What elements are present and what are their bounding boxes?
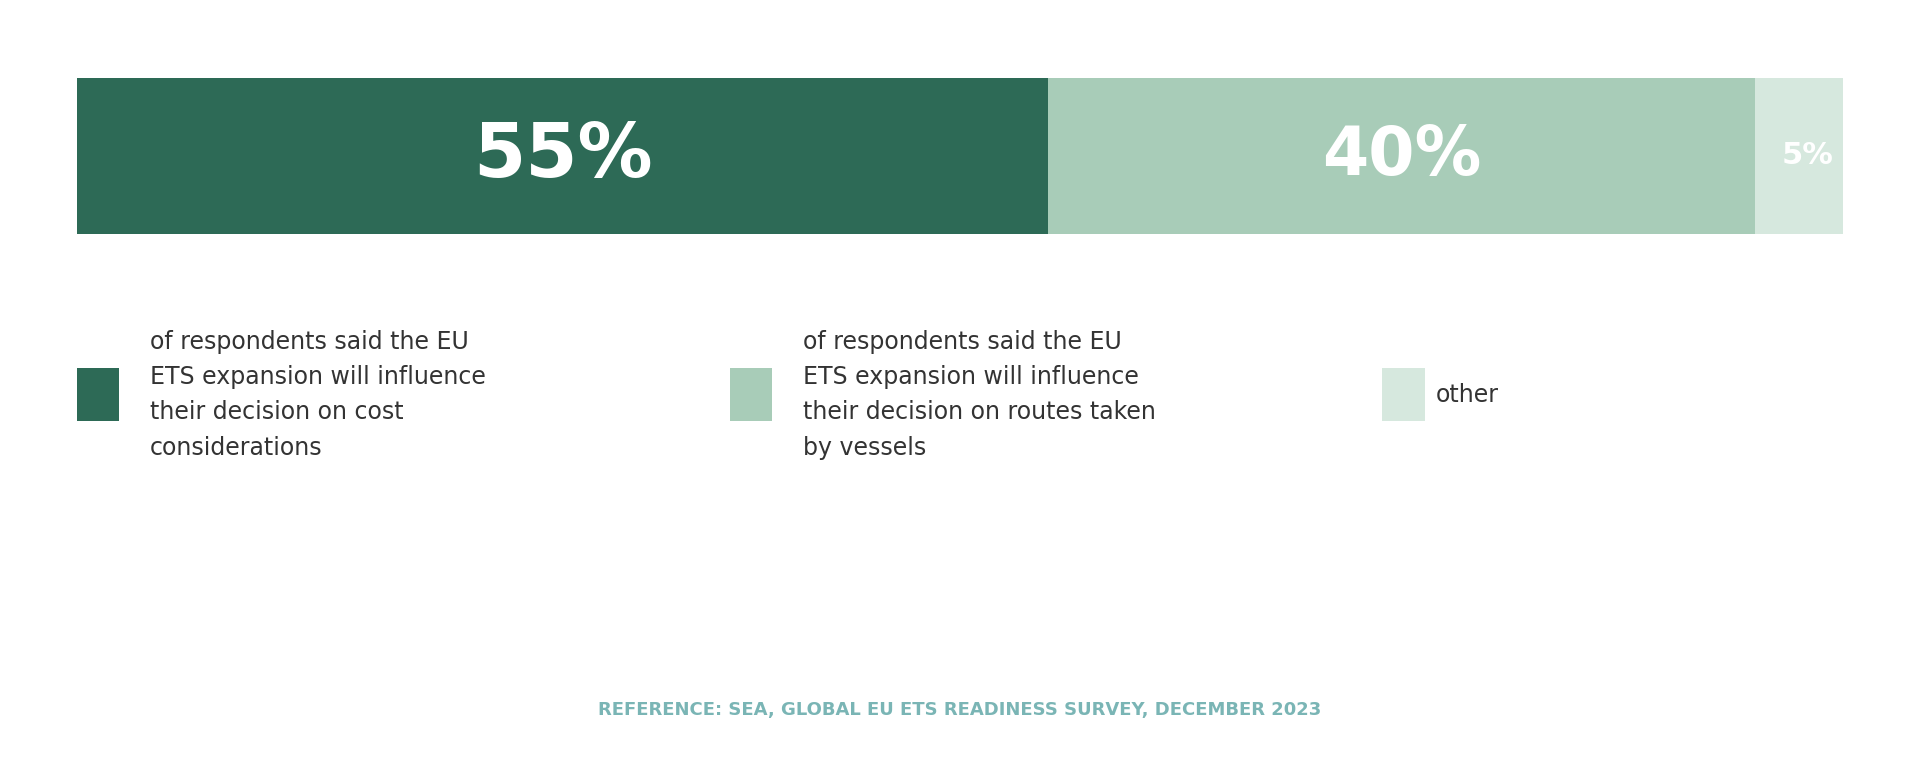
- Text: of respondents said the EU
ETS expansion will influence
their decision on cost
c: of respondents said the EU ETS expansion…: [150, 330, 486, 459]
- Text: REFERENCE: SEA, GLOBAL EU ETS READINESS SURVEY, DECEMBER 2023: REFERENCE: SEA, GLOBAL EU ETS READINESS …: [599, 700, 1321, 719]
- FancyBboxPatch shape: [77, 78, 1048, 234]
- FancyBboxPatch shape: [1382, 368, 1425, 421]
- Text: 5%: 5%: [1782, 141, 1834, 171]
- FancyBboxPatch shape: [1048, 78, 1755, 234]
- Text: 40%: 40%: [1321, 123, 1482, 189]
- FancyBboxPatch shape: [730, 368, 772, 421]
- FancyBboxPatch shape: [77, 368, 119, 421]
- FancyBboxPatch shape: [1755, 78, 1843, 234]
- Text: of respondents said the EU
ETS expansion will influence
their decision on routes: of respondents said the EU ETS expansion…: [803, 330, 1156, 459]
- Text: other: other: [1436, 383, 1500, 406]
- Text: 55%: 55%: [472, 119, 653, 193]
